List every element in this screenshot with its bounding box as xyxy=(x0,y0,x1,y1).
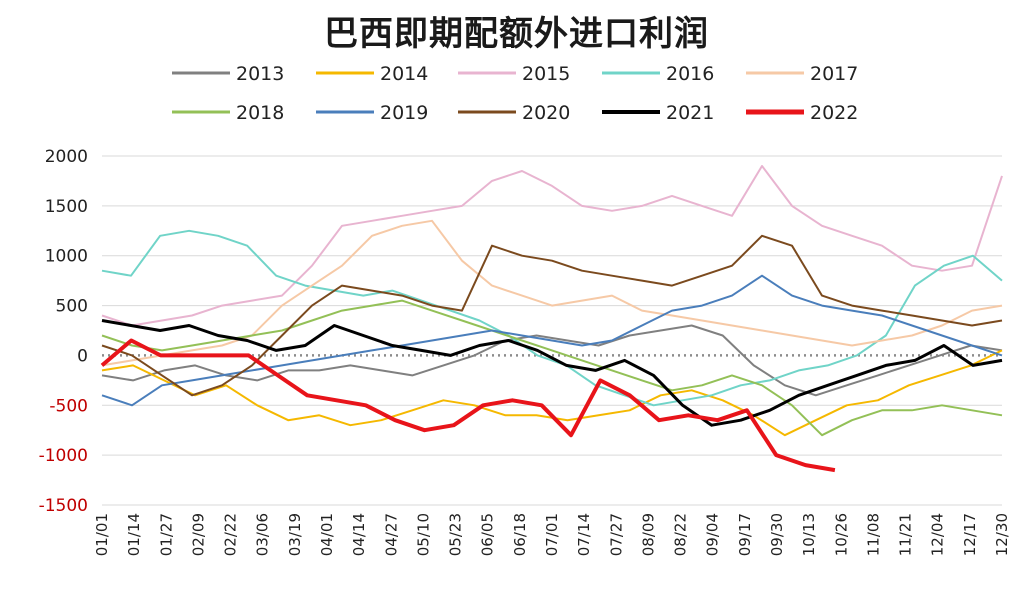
y-tick-label: -1000 xyxy=(39,446,88,466)
x-tick-label: 09/04 xyxy=(704,513,722,556)
y-tick-label: 1000 xyxy=(45,247,88,267)
y-tick-label: 0 xyxy=(77,346,88,366)
x-tick-label: 01/14 xyxy=(125,513,143,556)
series-line-2021 xyxy=(101,319,1003,427)
legend-label-2013: 2013 xyxy=(236,63,284,85)
y-tick-label: 500 xyxy=(56,297,88,317)
x-tick-label: 07/27 xyxy=(607,513,625,556)
x-tick-label: 09/30 xyxy=(768,513,786,556)
legend-label-2015: 2015 xyxy=(522,63,570,85)
legend-label-2016: 2016 xyxy=(666,63,714,85)
x-tick-label: 12/30 xyxy=(993,513,1011,556)
series-line-2015 xyxy=(101,165,1003,327)
x-tick-label: 02/09 xyxy=(189,513,207,556)
x-tick-label: 11/08 xyxy=(864,513,882,556)
chart-title: 巴西即期配额外进口利润 xyxy=(324,14,709,54)
series-line-2019 xyxy=(101,274,1003,407)
x-tick-label: 02/22 xyxy=(222,513,240,556)
gridlines xyxy=(102,155,1002,506)
series-line-2016 xyxy=(101,229,1003,407)
legend-label-2017: 2017 xyxy=(810,63,858,85)
x-tick-label: 04/27 xyxy=(382,513,400,556)
x-tick-label: 09/17 xyxy=(736,513,754,556)
x-tick-label: 05/10 xyxy=(414,513,432,556)
legend-label-2019: 2019 xyxy=(380,102,428,124)
series-line-2020 xyxy=(101,234,1003,397)
series-line-2014 xyxy=(101,349,1003,437)
x-tick-label: 12/04 xyxy=(929,513,947,556)
x-tick-label: 08/22 xyxy=(672,513,690,556)
x-tick-label: 06/05 xyxy=(479,513,497,556)
legend: 2013 2014 2015 2016 2017 2018 2019 2020 2021 2022 xyxy=(172,63,858,124)
x-tick-label: 10/26 xyxy=(832,513,850,556)
series-line-2018 xyxy=(101,299,1003,437)
legend-label-2018: 2018 xyxy=(236,102,284,124)
y-axis: 2000 1500 1000 500 0 -500 -1000 -1500 xyxy=(39,147,88,516)
legend-label-2020: 2020 xyxy=(522,102,570,124)
x-tick-label: 12/17 xyxy=(961,513,979,556)
x-tick-label: 03/19 xyxy=(286,513,304,556)
legend-label-2022: 2022 xyxy=(810,102,858,124)
x-tick-label: 01/27 xyxy=(157,513,175,556)
y-tick-label: -500 xyxy=(49,396,88,416)
y-tick-label: -1500 xyxy=(39,496,88,516)
series-line-2022 xyxy=(100,338,836,473)
x-tick-label: 11/21 xyxy=(897,513,915,556)
x-tick-label: 01/01 xyxy=(93,513,111,556)
x-tick-label: 08/09 xyxy=(639,513,657,556)
x-tick-label: 05/23 xyxy=(447,513,465,556)
x-tick-label: 04/14 xyxy=(350,513,368,556)
x-tick-label: 03/06 xyxy=(254,513,272,556)
x-tick-label: 04/01 xyxy=(318,513,336,556)
x-tick-label: 07/14 xyxy=(575,513,593,556)
y-tick-label: 2000 xyxy=(45,147,88,167)
y-tick-label: 1500 xyxy=(45,197,88,217)
series-line-2013 xyxy=(101,324,1003,397)
plot-area xyxy=(100,165,1003,473)
legend-label-2014: 2014 xyxy=(380,63,428,85)
x-axis: 01/01 01/14 01/27 02/09 02/22 03/06 03/19 04/01… xyxy=(93,513,1011,556)
legend-label-2021: 2021 xyxy=(666,102,714,124)
x-tick-label: 10/13 xyxy=(800,513,818,556)
x-tick-label: 07/01 xyxy=(543,513,561,556)
x-tick-label: 06/18 xyxy=(511,513,529,556)
